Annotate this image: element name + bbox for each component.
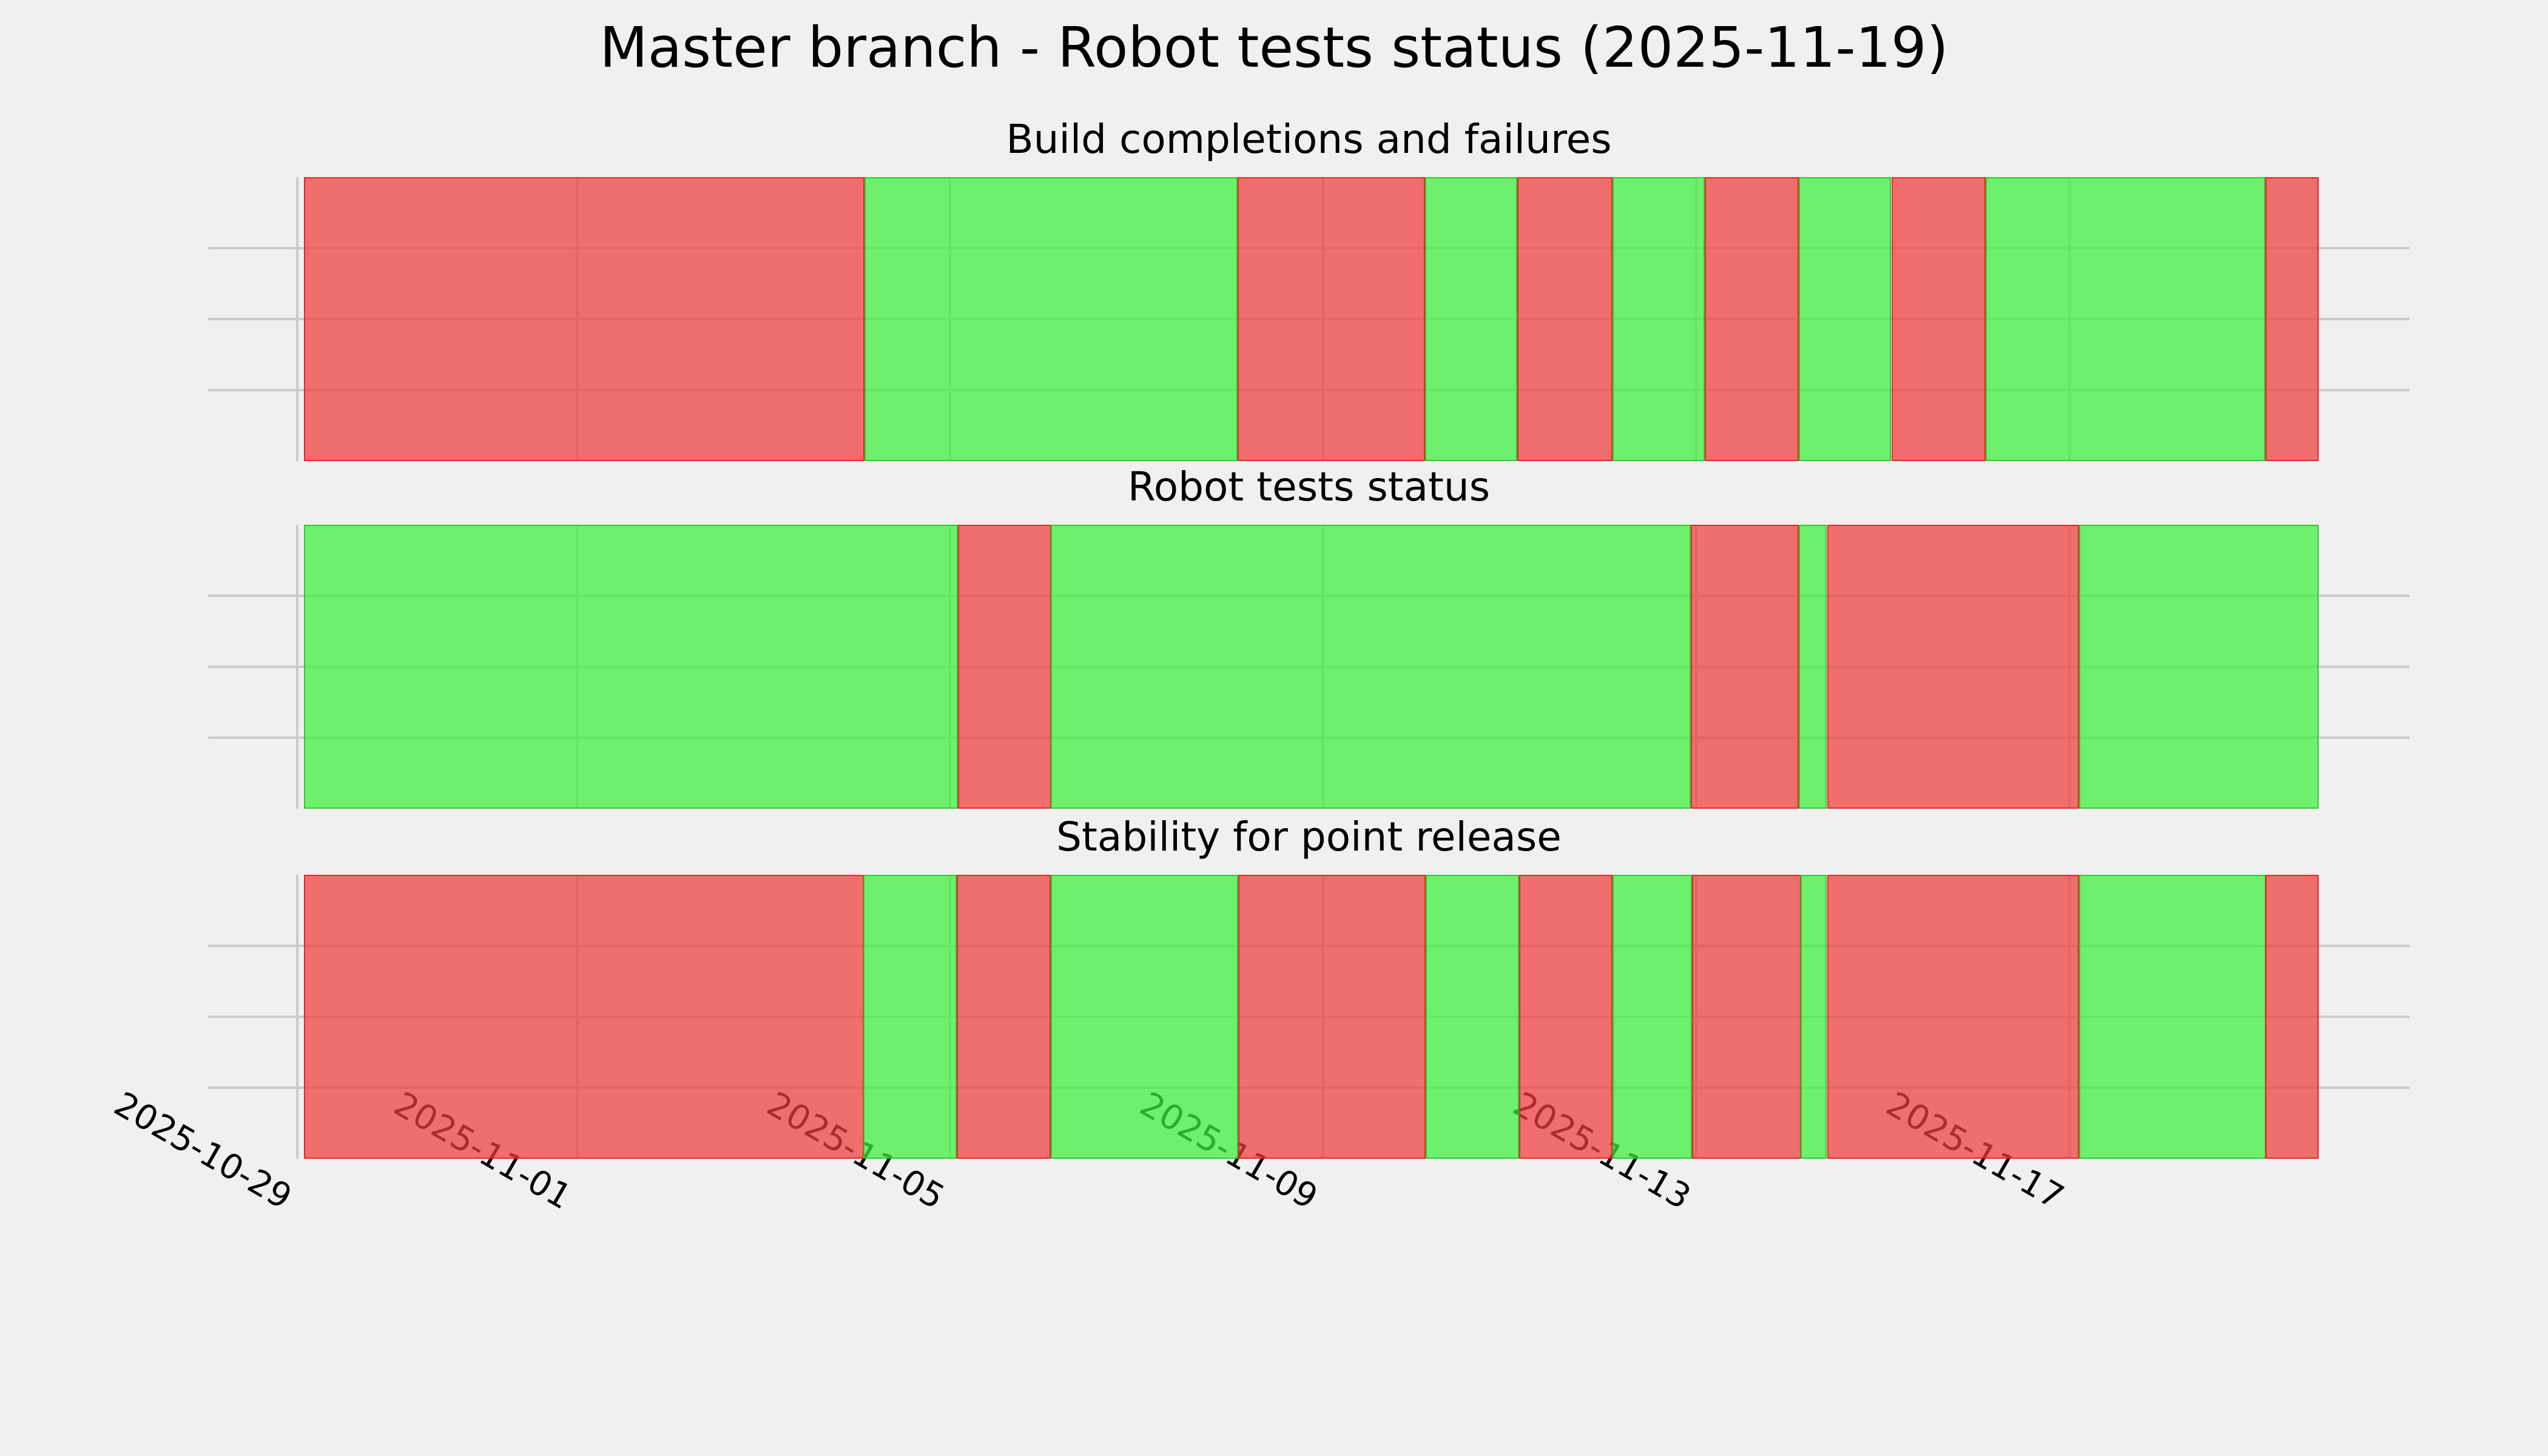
status-segment-success — [1051, 875, 1238, 1159]
plot-area — [208, 177, 2410, 461]
page-title: Master branch - Robot tests status (2025… — [599, 15, 1949, 80]
status-segment-success — [1425, 177, 1517, 461]
status-segment-failure — [1692, 875, 1801, 1159]
status-segment-success — [1799, 525, 1827, 809]
status-segment-success — [1613, 875, 1692, 1159]
status-segment-success — [1051, 525, 1691, 809]
status-segment-failure — [1827, 875, 2079, 1159]
status-segment-success — [1613, 177, 1705, 461]
status-segment-failure — [1517, 177, 1613, 461]
status-segment-failure — [2265, 177, 2319, 461]
status-segment-failure — [1238, 177, 1425, 461]
status-segment-failure — [1519, 875, 1613, 1159]
gridline-vertical — [296, 875, 298, 1159]
status-segment-failure — [1827, 525, 2079, 809]
status-segment-failure — [304, 177, 864, 461]
status-bar — [303, 525, 2319, 809]
status-segment-failure — [2265, 875, 2319, 1159]
gridline-vertical — [296, 177, 298, 461]
status-segment-success — [1426, 875, 1519, 1159]
status-segment-failure — [1691, 525, 1799, 809]
status-segment-failure — [304, 875, 864, 1159]
status-segment-success — [1986, 177, 2265, 461]
plot-area — [208, 525, 2410, 809]
status-segment-success — [2079, 875, 2266, 1159]
plot-area — [208, 875, 2410, 1159]
subplot-title: Robot tests status — [1127, 463, 1491, 510]
status-segment-failure — [958, 525, 1051, 809]
status-segment-failure — [957, 875, 1051, 1159]
status-segment-failure — [1892, 177, 1986, 461]
status-segment-success — [1799, 177, 1891, 461]
status-segment-success — [2079, 525, 2319, 809]
subplot-title: Stability for point release — [1056, 814, 1562, 860]
status-segment-success — [864, 177, 1238, 461]
status-bar — [303, 177, 2319, 461]
subplot-title: Build completions and failures — [1006, 116, 1612, 163]
status-segment-success — [863, 875, 957, 1159]
status-segment-success — [304, 525, 958, 809]
status-segment-success — [1801, 875, 1827, 1159]
gridline-vertical — [296, 525, 298, 809]
status-segment-failure — [1238, 875, 1426, 1159]
status-bar — [303, 875, 2319, 1159]
status-segment-failure — [1705, 177, 1799, 461]
